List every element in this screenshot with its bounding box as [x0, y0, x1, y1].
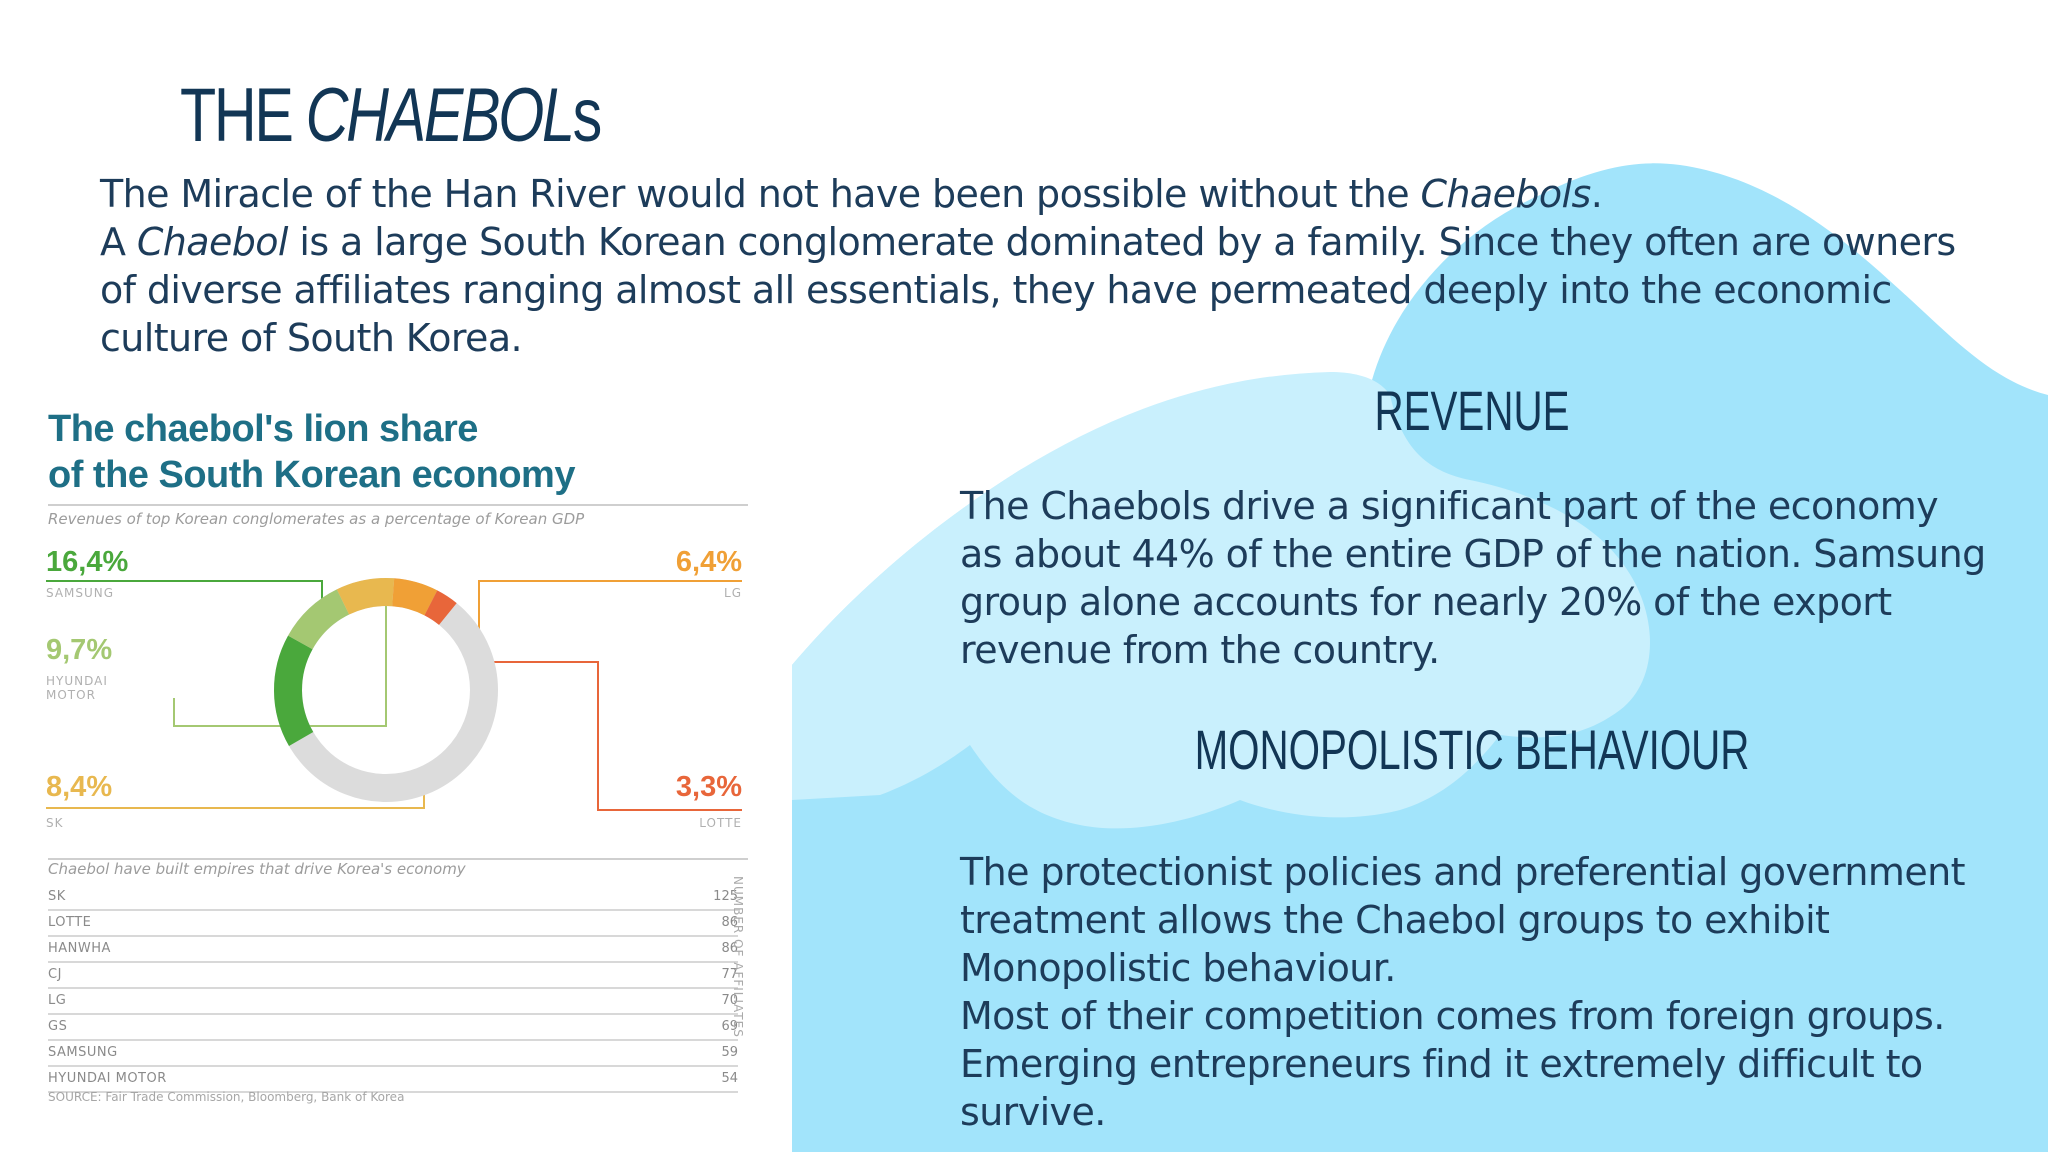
- affiliate-count: 69: [721, 1019, 738, 1034]
- sk-label: SK: [46, 816, 64, 830]
- hyundai-label: HYUNDAI MOTOR: [46, 674, 108, 702]
- affiliate-count: 54: [721, 1071, 738, 1086]
- monopoly-text-p2: Most of their competition comes from for…: [960, 994, 1945, 1134]
- intro-italic-chaebols: Chaebols: [1420, 172, 1592, 216]
- affiliate-count: 86: [721, 941, 738, 956]
- infographic-rule: [48, 504, 748, 506]
- affiliates-table: SK 125 LOTTE 86 HANWHA 86 CJ 77 LG 70 GS 69 SAMSUNG 5…: [48, 863, 738, 1093]
- affiliates-caption: Chaebol have built empires that drive Ko…: [48, 860, 466, 878]
- table-row: SK 125: [48, 885, 738, 911]
- infographic-title: The chaebol's lion share of the South Ko…: [48, 408, 575, 496]
- cloud-dark: [1372, 163, 2048, 1152]
- affiliate-count: 86: [721, 915, 738, 930]
- affiliate-name: GS: [48, 1019, 68, 1034]
- chaebol-infographic: The chaebol's lion share of the South Ko…: [34, 398, 754, 1118]
- cloud-light: [792, 372, 1650, 829]
- lotte-pct-label: 3,3%: [675, 771, 742, 803]
- sk-pct-label: 8,4%: [46, 771, 113, 803]
- donut-slice-samsung: [274, 635, 314, 746]
- monopoly-text: The protectionist policies and preferent…: [960, 848, 1990, 1136]
- affiliates-rule: [48, 858, 748, 860]
- lg-label: LG: [724, 586, 742, 600]
- lg-pct-label: 6,4%: [675, 546, 742, 578]
- donut-chart: [46, 578, 742, 811]
- intro-paragraph: The Miracle of the Han River would not h…: [100, 172, 1956, 360]
- slide-title: THE CHAEBOLs: [180, 73, 602, 158]
- table-row: LOTTE 86: [48, 911, 738, 937]
- donut-slice-sk: [336, 578, 395, 615]
- samsung-pct-label: 16,4%: [46, 546, 129, 578]
- affiliate-name: CJ: [48, 967, 62, 982]
- donut-slice-lg: [391, 578, 438, 616]
- affiliate-name: SAMSUNG: [48, 1045, 118, 1060]
- table-row: GS 69: [48, 1015, 738, 1041]
- donut-slice-hyundai-motor: [288, 589, 350, 650]
- monopoly-text-p1: The protectionist policies and preferent…: [960, 850, 1966, 990]
- affiliate-count: 77: [721, 967, 738, 982]
- table-row: CJ 77: [48, 963, 738, 989]
- affiliate-name: LOTTE: [48, 915, 92, 930]
- lg-connector: [478, 580, 742, 638]
- affiliate-name: LG: [48, 993, 67, 1008]
- table-row: SAMSUNG 59: [48, 1041, 738, 1067]
- source-note: SOURCE: Fair Trade Commission, Bloomberg…: [48, 1090, 405, 1104]
- intro-italic-chaebol: Chaebol: [136, 220, 289, 264]
- affiliate-count: 125: [713, 889, 738, 904]
- donut-slice-lotte: [424, 590, 457, 626]
- slide-title-italic: CHAEBOL: [305, 73, 575, 158]
- monopoly-heading: MONOPOLISTIC BEHAVIOUR: [1194, 718, 1750, 781]
- lotte-connector: [489, 661, 742, 811]
- lotte-label: LOTTE: [699, 816, 742, 830]
- affiliate-name: HANWHA: [48, 941, 111, 956]
- table-row: HYUNDAI MOTOR 54: [48, 1067, 738, 1093]
- infographic-subtitle: Revenues of top Korean conglomerates as …: [48, 510, 585, 528]
- affiliate-name: HYUNDAI MOTOR: [48, 1071, 167, 1086]
- samsung-label: SAMSUNG: [46, 586, 115, 600]
- hyundai-pct-label: 9,7%: [46, 634, 113, 666]
- affiliate-count: 59: [721, 1045, 738, 1060]
- affiliates-axis-label: NUMBER OF AFFILIATES: [731, 876, 745, 1038]
- revenue-heading: REVENUE: [1374, 379, 1570, 442]
- table-row: LG 70: [48, 989, 738, 1015]
- affiliate-name: SK: [48, 889, 66, 904]
- table-row: HANWHA 86: [48, 937, 738, 963]
- affiliate-count: 70: [721, 993, 738, 1008]
- revenue-text: The Chaebols drive a significant part of…: [960, 484, 1986, 672]
